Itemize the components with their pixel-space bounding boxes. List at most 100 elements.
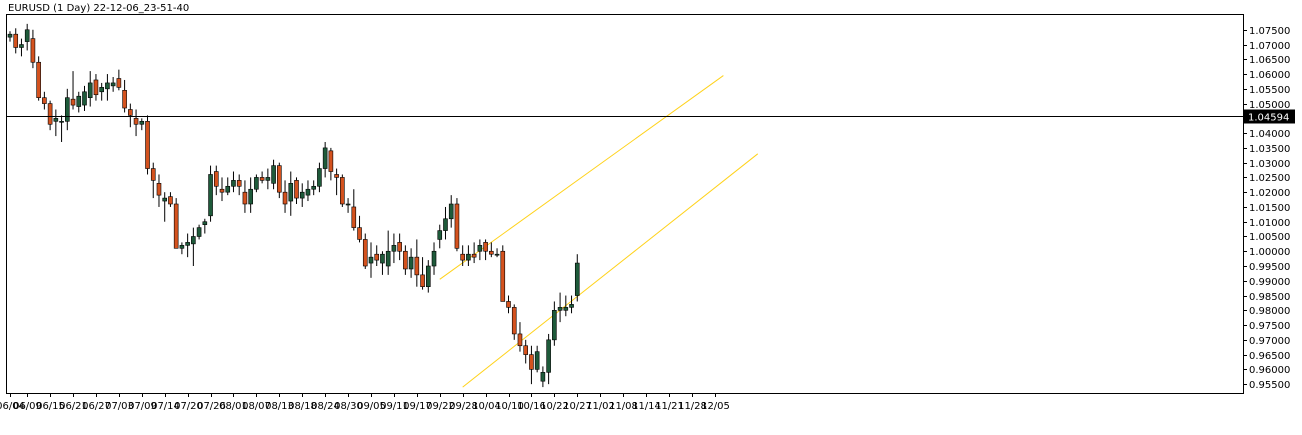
candle (563, 295, 569, 317)
candle-body (546, 339, 551, 373)
candle (334, 168, 339, 196)
candle (271, 159, 276, 190)
candle (82, 85, 87, 111)
candle (362, 233, 368, 269)
candle (128, 103, 133, 128)
candle-body (179, 245, 185, 249)
x-tick-label: 10/10 (495, 401, 524, 412)
candle (477, 239, 483, 261)
candle-body (116, 78, 122, 88)
y-tick-label: 1.02000 (1249, 188, 1290, 199)
x-tick-label: 11/14 (632, 401, 661, 412)
candle-body (99, 87, 104, 93)
candle-body (311, 185, 316, 190)
candle (420, 257, 425, 290)
candle-body (65, 97, 70, 122)
candle (500, 245, 506, 302)
candle (466, 245, 471, 267)
candle (13, 28, 19, 54)
candle (110, 77, 116, 92)
x-tick-label: 09/28 (449, 401, 478, 412)
candle-body (569, 304, 574, 308)
candle-body (128, 109, 133, 116)
candle (259, 171, 265, 184)
x-tick-label: 06/15 (36, 401, 65, 412)
candle-body (563, 307, 569, 311)
candle (540, 366, 546, 388)
candle (299, 183, 305, 207)
y-tick-label: 0.99000 (1249, 277, 1290, 288)
y-axis: 1.07500 1.07000 1.06500 1.06000 1.05500 1.050… (1243, 26, 1295, 391)
candle-body (24, 29, 30, 42)
y-tick-label: 0.96000 (1249, 365, 1290, 376)
candle (557, 292, 563, 323)
candle-body (150, 168, 156, 181)
x-tick-label: 07/09 (128, 401, 157, 412)
candle (24, 23, 30, 51)
candle-body (552, 310, 557, 341)
candle-body (242, 191, 248, 205)
candle (173, 198, 179, 249)
candle-body (345, 203, 351, 206)
y-tick-label: 0.96500 (1249, 351, 1290, 362)
candle (87, 71, 93, 107)
candle (59, 115, 64, 142)
candle-body (437, 230, 443, 240)
candle (36, 56, 41, 101)
candle (196, 224, 202, 240)
candle-body (145, 121, 150, 169)
candle (70, 71, 76, 110)
x-tick-label: 08/24 (311, 401, 340, 412)
candle (156, 174, 162, 207)
candle (150, 162, 156, 199)
candles (7, 23, 580, 388)
candle-body (156, 183, 162, 196)
candle (265, 168, 271, 190)
candle-body (168, 196, 173, 205)
candle (368, 242, 374, 278)
candle-body (7, 33, 13, 38)
candle-body (59, 121, 64, 123)
candle (122, 79, 127, 113)
candle-body (494, 253, 500, 256)
candle (7, 31, 13, 42)
candle (145, 115, 150, 175)
candle-body (133, 118, 139, 125)
candle-body (173, 203, 179, 249)
x-tick-label: 10/04 (472, 401, 501, 412)
candle-body (122, 90, 127, 109)
candle (340, 174, 345, 207)
candle-body (357, 227, 362, 240)
candle (483, 239, 488, 261)
candle (511, 304, 517, 340)
candle-body (254, 177, 259, 190)
candle-body (191, 236, 196, 245)
candle (162, 192, 168, 222)
candle (391, 233, 397, 264)
candle (231, 171, 236, 193)
candle (30, 29, 36, 69)
candle-body (202, 221, 208, 225)
candle (19, 38, 24, 57)
x-tick-label: 06/04 (0, 401, 25, 412)
y-tick-label: 1.01000 (1249, 218, 1290, 229)
candle-body (414, 256, 420, 276)
candle (202, 218, 208, 234)
candle (357, 215, 362, 243)
candle-body (282, 191, 288, 205)
candle-body (397, 242, 402, 252)
candle-body (248, 188, 253, 205)
candle (523, 339, 529, 364)
y-tick-label: 0.98500 (1249, 292, 1290, 303)
x-tick-label: 06/27 (82, 401, 111, 412)
candle-body (454, 203, 460, 249)
candle-body (13, 33, 19, 48)
x-tick-label: 11/21 (655, 401, 684, 412)
candle-body (368, 256, 374, 264)
candle-body (110, 82, 116, 87)
candle (574, 254, 580, 302)
candle-body (362, 239, 368, 267)
candle-body (431, 250, 437, 267)
candle (448, 195, 454, 228)
